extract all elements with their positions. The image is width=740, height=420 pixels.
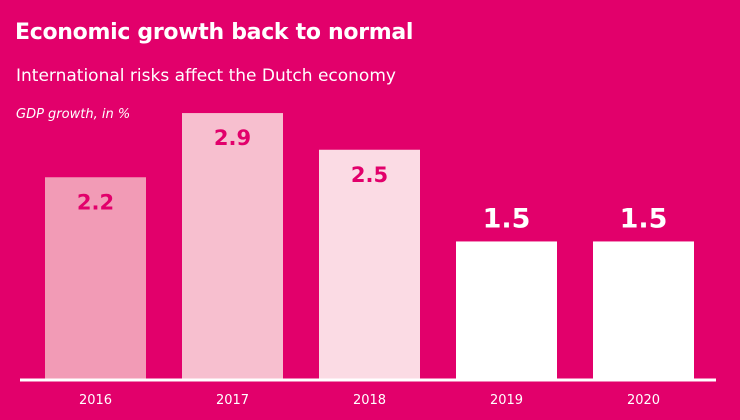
chart-subtitle: International risks affect the Dutch eco… — [16, 66, 396, 86]
bar-value-label: 1.5 — [483, 203, 531, 234]
bar-value-label: 1.5 — [620, 203, 668, 234]
bar-2020 — [593, 241, 694, 379]
x-tick-label: 2016 — [79, 393, 112, 408]
x-tick-label: 2017 — [216, 393, 249, 408]
chart-title: Economic growth back to normal — [15, 20, 414, 45]
bars-group: 2.2 2.9 2.5 1.5 1.5 — [45, 113, 694, 379]
bar-2019 — [456, 241, 557, 379]
bar-2018 — [319, 149, 420, 379]
y-axis-label: GDP growth, in % — [16, 107, 131, 122]
x-tick-label: 2020 — [627, 393, 660, 408]
bar-2016 — [45, 177, 146, 379]
bar-value-label: 2.9 — [214, 126, 251, 150]
bar-value-label: 2.2 — [77, 190, 114, 214]
bar-value-label: 2.5 — [351, 163, 388, 187]
x-tick-label: 2018 — [353, 393, 386, 408]
x-tick-labels: 2016 2017 2018 2019 2020 — [79, 393, 660, 408]
bar-2017 — [182, 113, 283, 379]
x-tick-label: 2019 — [490, 393, 523, 408]
